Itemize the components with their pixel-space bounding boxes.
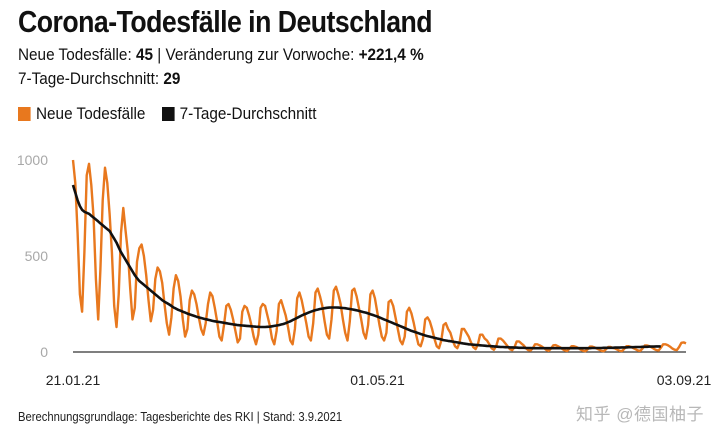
legend-swatch-new-deaths: [18, 107, 31, 121]
summary-line-2: 7-Tage-Durchschnitt: 29: [18, 69, 180, 89]
avg-label: 7-Tage-Durchschnitt:: [18, 69, 160, 88]
legend-swatch-7day-average: [161, 107, 175, 121]
y-tick-label-0: 0: [40, 344, 48, 360]
change-value: +221,4 %: [358, 45, 424, 64]
line-chart: 0 500 1000 21.01.21 01.05.21 03.09.21: [17, 152, 712, 388]
change-label: Veränderung zur Vorwoche:: [165, 45, 355, 64]
avg-value: 29: [163, 69, 181, 88]
chart-title: Corona-Todesfälle in Deutschland: [18, 4, 433, 39]
source-note: Berechnungsgrundlage: Tagesberichte des …: [18, 410, 343, 424]
new-deaths-value: 45: [135, 45, 153, 64]
legend-label-7day-average: 7-Tage-Durchschnitt: [179, 104, 317, 123]
new-deaths-label: Neue Todesfälle:: [18, 45, 132, 64]
legend-item-new-deaths: Neue Todesfälle: [18, 104, 145, 124]
series-line-7day-average: [71, 184, 661, 350]
summary-line-1: Neue Todesfälle: 45 | Veränderung zur Vo…: [18, 45, 424, 65]
y-tick-label-1000: 1000: [17, 152, 48, 168]
legend-item-7day-average: 7-Tage-Durchschnitt: [161, 104, 317, 124]
watermark: 知乎 @德国柚子: [576, 405, 704, 424]
series-line-new-deaths: [71, 159, 687, 353]
x-tick-label-21.01.21: 21.01.21: [46, 372, 101, 388]
y-tick-label-500: 500: [25, 248, 49, 264]
x-tick-label-03.09.21: 03.09.21: [657, 372, 712, 388]
x-tick-label-01.05.21: 01.05.21: [350, 372, 405, 388]
legend-label-new-deaths: Neue Todesfälle: [36, 104, 146, 123]
separator: |: [157, 45, 162, 64]
legend: Neue Todesfälle 7-Tage-Durchschnitt: [18, 104, 333, 124]
